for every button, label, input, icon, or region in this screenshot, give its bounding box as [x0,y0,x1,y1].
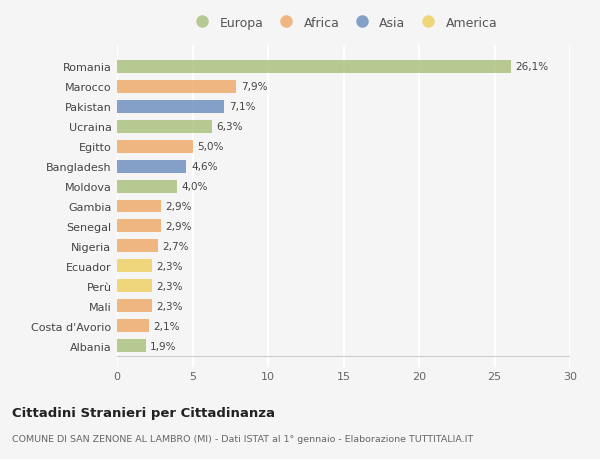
Bar [117,160,187,173]
Bar [117,320,149,333]
Text: 2,3%: 2,3% [156,261,183,271]
Text: 2,9%: 2,9% [166,202,192,212]
Text: 6,3%: 6,3% [217,122,243,132]
Text: 2,1%: 2,1% [153,321,180,331]
Text: 2,9%: 2,9% [166,222,192,231]
Bar [117,240,158,253]
Text: 7,9%: 7,9% [241,82,268,92]
Text: 2,3%: 2,3% [156,281,183,291]
Bar [117,200,161,213]
Bar [117,140,193,153]
Text: 4,6%: 4,6% [191,162,217,172]
Bar [117,101,224,113]
Text: 2,7%: 2,7% [162,241,189,252]
Text: 1,9%: 1,9% [150,341,177,351]
Text: 2,3%: 2,3% [156,301,183,311]
Text: 7,1%: 7,1% [229,102,255,112]
Bar [117,120,212,133]
Bar [117,61,511,73]
Bar [117,340,146,353]
Text: Cittadini Stranieri per Cittadinanza: Cittadini Stranieri per Cittadinanza [12,406,275,419]
Text: 26,1%: 26,1% [515,62,549,72]
Text: COMUNE DI SAN ZENONE AL LAMBRO (MI) - Dati ISTAT al 1° gennaio - Elaborazione TU: COMUNE DI SAN ZENONE AL LAMBRO (MI) - Da… [12,434,473,443]
Bar [117,80,236,93]
Bar [117,300,152,313]
Text: 4,0%: 4,0% [182,182,208,191]
Bar [117,220,161,233]
Text: 5,0%: 5,0% [197,142,223,152]
Legend: Europa, Africa, Asia, America: Europa, Africa, Asia, America [186,13,501,33]
Bar [117,180,178,193]
Bar [117,280,152,293]
Bar [117,260,152,273]
